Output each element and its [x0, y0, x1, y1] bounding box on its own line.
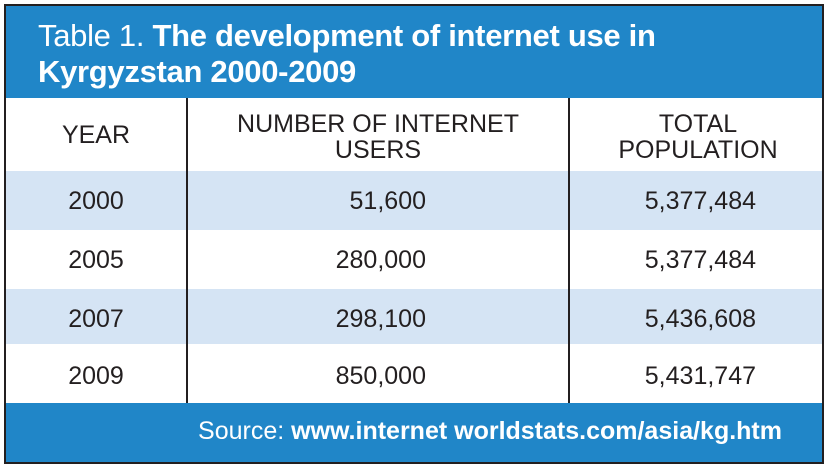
year-cell: 2009: [68, 362, 124, 390]
year-cell: 2007: [68, 305, 124, 333]
table-row: 2009 850,000 5,431,747: [6, 344, 822, 403]
users-cell: 298,100: [335, 305, 426, 333]
source-label: Source:: [198, 417, 285, 445]
table-row: 2007 298,100 5,436,608: [6, 289, 822, 348]
header-year: YEAR: [61, 121, 131, 149]
table-row: 2005 280,000 5,377,484: [6, 230, 822, 289]
year-cell: 2000: [68, 187, 124, 215]
table-row: 2000 51,600 5,377,484: [6, 171, 822, 230]
source-bar: Source: www.internet worldstats.com/asia…: [6, 403, 822, 462]
table-title-text: The development of internet use in Kyrgy…: [38, 18, 656, 89]
population-cell: 5,377,484: [644, 246, 756, 274]
table-title: Table 1. The development of internet use…: [38, 18, 798, 90]
population-cell: 5,377,484: [644, 187, 756, 215]
header-total-population: TOTAL POPULATION: [618, 110, 778, 164]
header-internet-users: NUMBER OF INTERNET USERS: [237, 110, 519, 164]
title-bar: Table 1. The development of internet use…: [6, 6, 822, 98]
source-url: www.internet worldstats.com/asia/kg.htm: [291, 417, 782, 445]
table-frame: Table 1. The development of internet use…: [4, 4, 824, 464]
column-divider: [186, 98, 188, 403]
year-cell: 2005: [68, 246, 124, 274]
users-cell: 51,600: [349, 187, 426, 215]
population-cell: 5,436,608: [644, 305, 756, 333]
column-header-row: YEAR NUMBER OF INTERNET USERS TOTAL POPU…: [6, 98, 822, 171]
source-note: Source: www.internet worldstats.com/asia…: [198, 415, 782, 447]
users-cell: 280,000: [335, 246, 426, 274]
population-cell: 5,431,747: [644, 362, 756, 390]
users-cell: 850,000: [335, 362, 426, 390]
table-number: Table 1.: [38, 18, 145, 53]
column-divider: [568, 98, 570, 403]
